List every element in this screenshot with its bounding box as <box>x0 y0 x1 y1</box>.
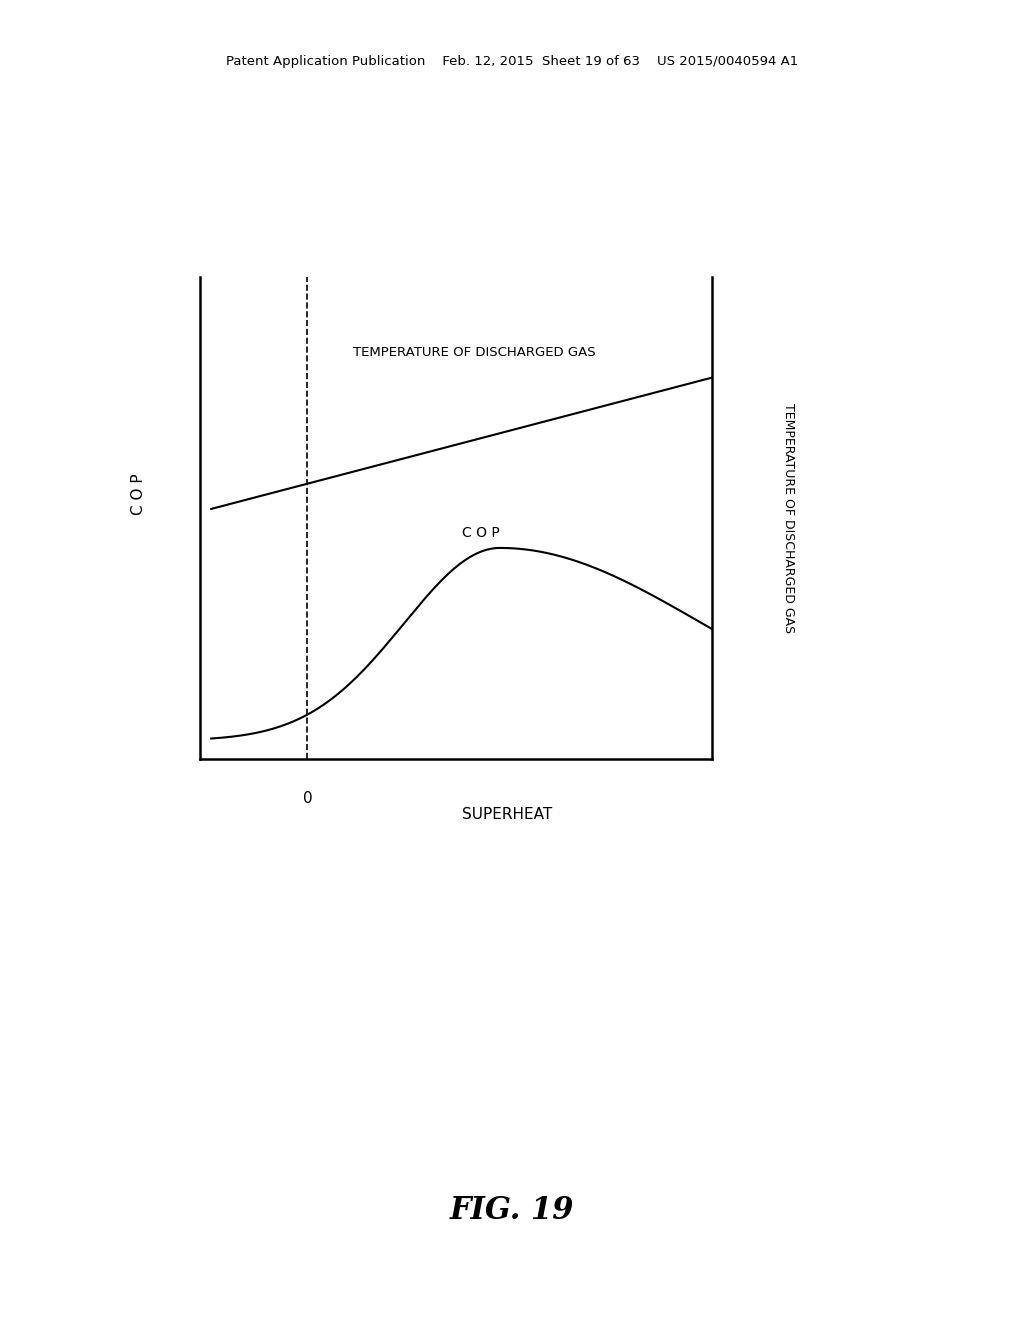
Text: 0: 0 <box>303 791 312 807</box>
Text: Patent Application Publication    Feb. 12, 2015  Sheet 19 of 63    US 2015/00405: Patent Application Publication Feb. 12, … <box>226 55 798 69</box>
Text: TEMPERATURE OF DISCHARGED GAS: TEMPERATURE OF DISCHARGED GAS <box>353 346 596 359</box>
Text: FIG. 19: FIG. 19 <box>450 1195 574 1226</box>
Text: C O P: C O P <box>131 473 145 515</box>
Text: TEMPERATURE OF DISCHARGED GAS: TEMPERATURE OF DISCHARGED GAS <box>782 403 795 634</box>
Text: SUPERHEAT: SUPERHEAT <box>462 807 552 822</box>
Text: C O P: C O P <box>463 525 500 540</box>
